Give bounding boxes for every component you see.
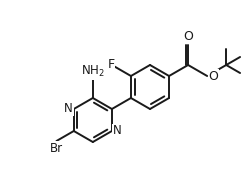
Text: N: N: [113, 125, 122, 138]
Text: N: N: [64, 102, 73, 116]
Text: O: O: [183, 30, 193, 43]
Text: F: F: [107, 58, 114, 71]
Text: Br: Br: [50, 142, 63, 155]
Text: NH$_2$: NH$_2$: [81, 64, 105, 79]
Text: O: O: [208, 70, 218, 83]
